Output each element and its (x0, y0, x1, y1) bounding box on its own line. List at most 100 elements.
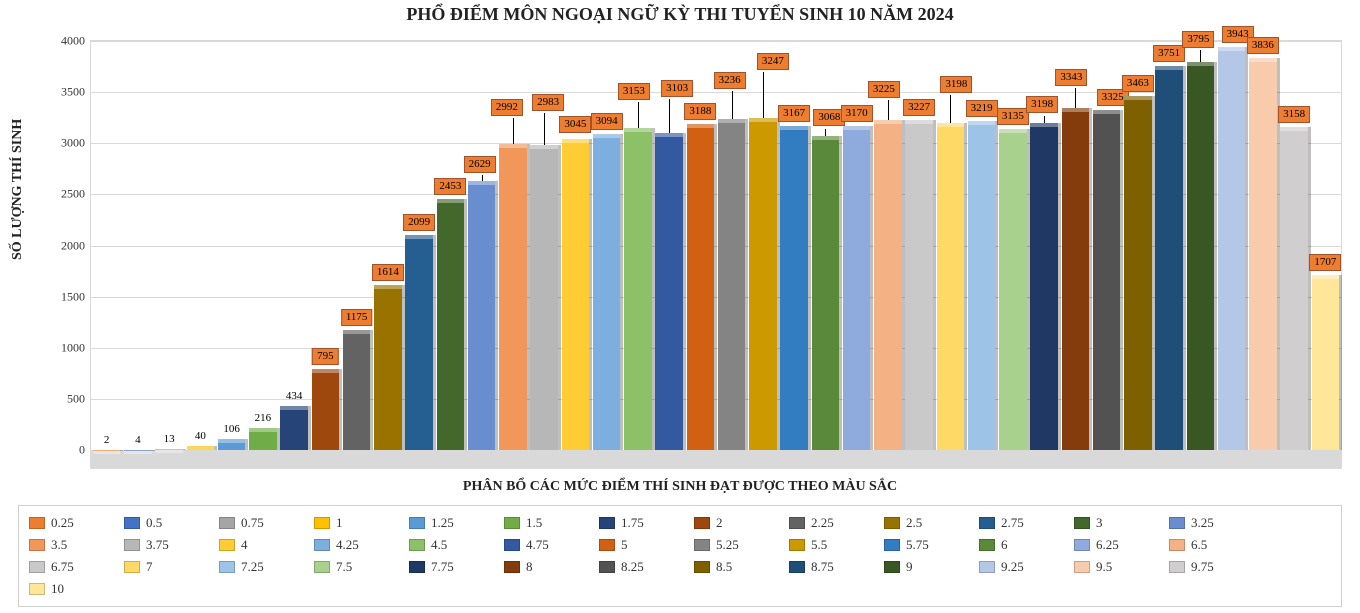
bar (1249, 58, 1277, 450)
bar (1280, 127, 1308, 450)
value-label: 3170 (841, 105, 873, 122)
leader-line (1075, 88, 1076, 108)
bar (405, 235, 433, 450)
bar (999, 129, 1027, 450)
bar (812, 136, 840, 450)
legend-item: 4 (219, 537, 314, 553)
bar (905, 120, 933, 450)
gridline (91, 41, 1341, 42)
legend-item: 3 (1074, 515, 1169, 531)
legend-item: 1.5 (504, 515, 599, 531)
legend-item: 1.75 (599, 515, 694, 531)
bar (1312, 275, 1340, 450)
legend-swatch (504, 539, 520, 551)
legend-swatch (884, 517, 900, 529)
leader-line (732, 91, 733, 119)
bar (1187, 62, 1215, 450)
legend-item: 8 (504, 559, 599, 575)
value-label: 1175 (341, 309, 373, 326)
legend-swatch (314, 539, 330, 551)
plot-area: 0500100015002000250030003500400024134010… (90, 40, 1342, 469)
legend-label: 7.75 (431, 559, 454, 575)
legend-swatch (599, 539, 615, 551)
legend-swatch (29, 583, 45, 595)
value-label: 2 (104, 435, 110, 446)
bar (687, 124, 715, 450)
value-label: 3343 (1055, 69, 1087, 86)
legend-swatch (314, 561, 330, 573)
legend-label: 8.5 (716, 559, 732, 575)
legend-item: 0.5 (124, 515, 219, 531)
leader-line (825, 129, 826, 136)
value-label: 3795 (1182, 31, 1214, 48)
value-label: 3198 (940, 76, 972, 93)
legend-label: 3.75 (146, 537, 169, 553)
y-tick-label: 3500 (61, 85, 91, 100)
legend-item: 7.25 (219, 559, 314, 575)
legend-label: 8 (526, 559, 533, 575)
legend-label: 1.5 (526, 515, 542, 531)
bar (593, 134, 621, 450)
legend-item: 3.75 (124, 537, 219, 553)
legend-label: 1 (336, 515, 343, 531)
chart-title: PHỔ ĐIỂM MÔN NGOẠI NGỮ KỲ THI TUYỂN SINH… (0, 4, 1360, 25)
legend-label: 1.25 (431, 515, 454, 531)
value-label: 3227 (903, 99, 935, 116)
legend-label: 3.5 (51, 537, 67, 553)
leader-line (1044, 116, 1045, 123)
value-label: 40 (195, 431, 206, 442)
y-tick-label: 4000 (61, 34, 91, 49)
legend-swatch (1169, 561, 1185, 573)
value-label: 3198 (1026, 96, 1058, 113)
legend-label: 2.25 (811, 515, 834, 531)
legend-item: 1 (314, 515, 409, 531)
bar (562, 139, 590, 450)
value-label: 2099 (403, 214, 435, 231)
legend-label: 6.5 (1191, 537, 1207, 553)
legend-item: 2.5 (884, 515, 979, 531)
legend-item: 2 (694, 515, 789, 531)
legend-label: 10 (51, 581, 64, 597)
leader-line (763, 72, 764, 118)
bar (749, 118, 777, 450)
legend-swatch (789, 517, 805, 529)
legend-item: 1.25 (409, 515, 504, 531)
legend-label: 0.25 (51, 515, 74, 531)
leader-line (482, 175, 483, 181)
legend-label: 9.25 (1001, 559, 1024, 575)
value-label: 3836 (1247, 37, 1279, 54)
value-label: 3135 (997, 108, 1029, 125)
legend-item: 9.25 (979, 559, 1074, 575)
bar (218, 439, 246, 450)
bar (187, 446, 215, 450)
value-label: 3219 (966, 100, 998, 117)
legend-swatch (694, 539, 710, 551)
legend-label: 2 (716, 515, 723, 531)
value-label: 4 (135, 435, 141, 446)
legend-swatch (1074, 539, 1090, 551)
legend-label: 9.5 (1096, 559, 1112, 575)
legend-swatch (409, 539, 425, 551)
bar (437, 199, 465, 450)
bar (249, 428, 277, 450)
value-label: 3103 (661, 80, 693, 97)
legend-swatch (504, 517, 520, 529)
bar (874, 120, 902, 450)
legend-swatch (884, 539, 900, 551)
bar (624, 128, 652, 450)
legend-swatch (694, 561, 710, 573)
legend-item: 5 (599, 537, 694, 553)
legend-swatch (219, 561, 235, 573)
legend-item: 6.75 (29, 559, 124, 575)
leader-line (544, 113, 545, 145)
value-label: 795 (312, 348, 339, 365)
legend-item: 5.5 (789, 537, 884, 553)
legend-item: 8.5 (694, 559, 789, 575)
value-label: 3463 (1122, 75, 1154, 92)
value-label: 2992 (491, 99, 523, 116)
legend-label: 9.75 (1191, 559, 1214, 575)
x-axis-label: PHÂN BỔ CÁC MỨC ĐIỂM THÍ SINH ĐẠT ĐƯỢC T… (0, 479, 1360, 495)
bar (780, 126, 808, 450)
value-label: 3188 (684, 103, 716, 120)
plot-floor (91, 450, 1341, 468)
